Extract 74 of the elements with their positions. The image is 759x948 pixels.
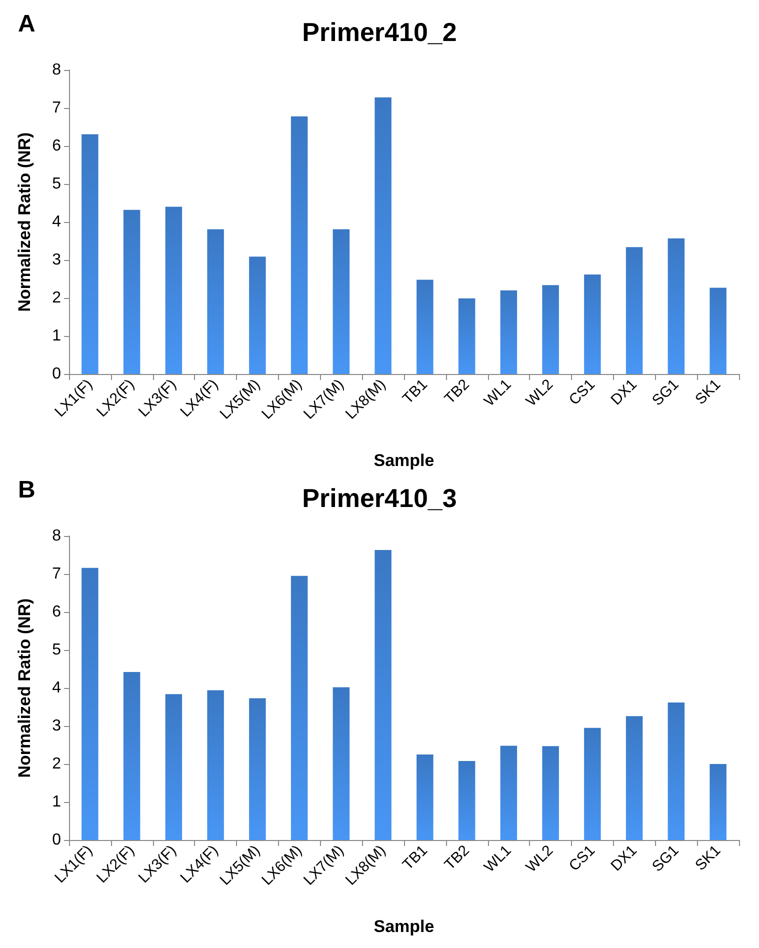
x-axis-title: Sample xyxy=(374,917,434,936)
bar xyxy=(207,229,224,374)
x-tick-label: WL2 xyxy=(522,376,557,410)
y-axis-title: Normalized Ratio (NR) xyxy=(15,598,34,778)
bar xyxy=(165,206,182,374)
bar xyxy=(249,698,266,840)
bar xyxy=(458,760,476,840)
x-tick-label: DX1 xyxy=(608,376,640,409)
chart-title: Primer410_2 xyxy=(302,17,457,47)
bar xyxy=(123,672,140,840)
bar xyxy=(290,576,308,840)
x-tick-label: WL1 xyxy=(480,376,515,410)
y-tick-label: 3 xyxy=(52,252,62,268)
y-tick-label: 6 xyxy=(52,138,62,154)
bar xyxy=(710,288,726,374)
bar xyxy=(710,764,726,840)
x-tick-label: TB1 xyxy=(399,376,431,408)
bar xyxy=(584,728,601,840)
y-tick-label: 7 xyxy=(52,566,62,582)
y-tick-label: 0 xyxy=(52,366,62,382)
x-tick-label: CS1 xyxy=(566,376,598,409)
chart-title: Primer410_3 xyxy=(302,483,457,513)
x-tick-label: CS1 xyxy=(566,842,598,875)
bar xyxy=(458,298,476,374)
bar xyxy=(374,97,392,374)
y-tick-label: 4 xyxy=(52,680,62,696)
bar xyxy=(416,754,434,840)
bar xyxy=(626,716,643,840)
bar xyxy=(500,290,518,374)
y-tick-label: 3 xyxy=(52,718,62,734)
text: B xyxy=(18,476,36,504)
bar xyxy=(165,694,182,840)
bar xyxy=(123,210,140,374)
bar xyxy=(500,746,518,840)
x-tick-label: WL2 xyxy=(522,842,557,876)
bar xyxy=(332,687,350,840)
bar xyxy=(82,568,98,840)
x-tick-label: DX1 xyxy=(608,842,640,875)
y-tick-label: 6 xyxy=(52,604,62,620)
y-tick-label: 1 xyxy=(52,328,62,344)
bar xyxy=(416,280,434,374)
y-tick-label: 0 xyxy=(52,832,62,848)
x-tick-label: WL1 xyxy=(480,842,515,876)
bar xyxy=(668,702,685,840)
x-tick-label: TB2 xyxy=(441,842,473,874)
y-tick-label: 4 xyxy=(52,214,62,230)
y-tick-label: 8 xyxy=(52,528,62,544)
bar xyxy=(207,690,224,840)
y-axis-title: Normalized Ratio (NR) xyxy=(15,132,34,312)
y-tick-label: 8 xyxy=(52,62,62,78)
x-tick-label: SG1 xyxy=(648,842,682,876)
bar xyxy=(626,247,643,374)
bar xyxy=(82,134,98,374)
y-tick-label: 7 xyxy=(52,100,62,116)
bar xyxy=(584,274,601,374)
bar xyxy=(542,285,559,374)
x-axis-title: Sample xyxy=(374,451,434,470)
y-tick-label: 2 xyxy=(52,290,62,306)
bar xyxy=(249,256,266,374)
bar xyxy=(374,550,392,840)
bar xyxy=(542,746,559,840)
bar xyxy=(332,229,350,374)
text: A xyxy=(18,10,36,38)
y-tick-label: 5 xyxy=(52,176,62,192)
y-tick-label: 2 xyxy=(52,756,62,772)
bar xyxy=(668,238,685,374)
y-tick-label: 5 xyxy=(52,642,62,658)
x-tick-label: TB1 xyxy=(399,842,431,874)
x-tick-label: SG1 xyxy=(648,376,682,410)
x-tick-label: SK1 xyxy=(692,376,724,408)
x-tick-label: TB2 xyxy=(441,376,473,408)
y-tick-label: 1 xyxy=(52,794,62,810)
x-tick-label: SK1 xyxy=(692,842,724,874)
bar xyxy=(290,116,308,374)
